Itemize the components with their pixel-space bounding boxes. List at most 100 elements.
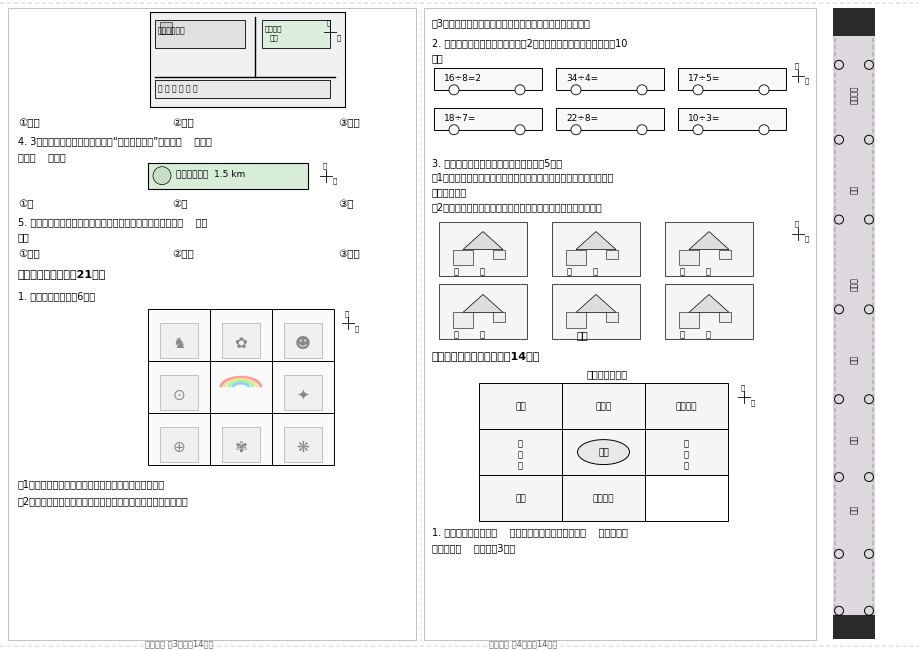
Polygon shape — [575, 294, 616, 312]
Circle shape — [636, 85, 646, 95]
Text: ❋: ❋ — [296, 439, 309, 454]
Bar — [606, 312, 618, 322]
Text: ✿: ✿ — [234, 336, 247, 351]
Bar — [479, 429, 562, 475]
Bar — [148, 361, 210, 413]
Text: 22÷8=: 22÷8= — [565, 114, 597, 123]
Bar — [479, 475, 562, 521]
Text: 教学楼: 教学楼 — [595, 402, 611, 411]
Circle shape — [758, 85, 768, 95]
Bar — [148, 163, 308, 189]
Text: ③东: ③东 — [337, 200, 353, 210]
Bar — [719, 312, 731, 322]
Polygon shape — [462, 294, 503, 312]
Ellipse shape — [577, 439, 629, 465]
Text: 北: 北 — [326, 19, 331, 25]
Text: ②西北: ②西北 — [172, 249, 194, 260]
Text: 图: 图 — [683, 439, 688, 448]
Bar — [678, 249, 698, 266]
Bar — [644, 383, 727, 429]
Bar — [148, 309, 210, 361]
Text: 东: 东 — [355, 326, 358, 332]
Bar — [160, 22, 172, 34]
Text: 学校: 学校 — [848, 505, 857, 514]
Text: 惠 林 西 街 南 辛: 惠 林 西 街 南 辛 — [158, 85, 198, 94]
Bar — [606, 249, 618, 260]
Bar — [562, 475, 644, 521]
Text: 数学试题 第4页（共14页）: 数学试题 第4页（共14页） — [489, 640, 557, 648]
Bar — [154, 20, 244, 48]
Text: 您所在的: 您所在的 — [265, 25, 282, 31]
Text: 东: 东 — [804, 236, 809, 242]
Text: （        ）: （ ） — [679, 330, 710, 339]
Bar — [452, 249, 472, 266]
Text: （        ）: （ ） — [679, 268, 710, 277]
Polygon shape — [688, 232, 728, 249]
Bar — [678, 312, 698, 328]
Bar — [148, 413, 210, 465]
Text: 第一人民医院  1.5 km: 第一人民医院 1.5 km — [176, 170, 245, 178]
Text: 东: 东 — [333, 178, 337, 184]
Text: 再向（    ）走。: 再向（ ）走。 — [18, 152, 65, 161]
Text: （        ）: （ ） — [453, 330, 484, 339]
Text: 中国工商银行: 中国工商银行 — [158, 26, 186, 35]
Text: 数学试题 第3页（共14页）: 数学试题 第3页（共14页） — [145, 640, 213, 648]
Bar — [565, 312, 585, 328]
Polygon shape — [688, 294, 728, 312]
Text: ⊕: ⊕ — [173, 439, 185, 454]
Bar — [221, 427, 260, 462]
Circle shape — [692, 85, 702, 95]
Bar — [284, 427, 322, 462]
Bar — [719, 249, 731, 260]
Text: 东: 东 — [750, 399, 754, 406]
Text: ③西南: ③西南 — [337, 118, 359, 128]
Bar — [493, 312, 505, 322]
Bar — [284, 375, 322, 410]
Bar — [664, 284, 752, 339]
Polygon shape — [462, 232, 503, 249]
Text: ☻: ☻ — [295, 336, 311, 351]
Text: 班级: 班级 — [848, 434, 857, 444]
Bar — [160, 324, 198, 358]
Bar — [832, 8, 874, 36]
Circle shape — [758, 125, 768, 135]
Text: 16÷8=2: 16÷8=2 — [444, 74, 482, 83]
Circle shape — [153, 167, 171, 185]
Bar — [424, 8, 815, 640]
Bar — [272, 413, 334, 465]
Bar — [272, 361, 334, 413]
Text: 34÷4=: 34÷4= — [565, 74, 597, 83]
Circle shape — [515, 85, 525, 95]
Bar — [434, 68, 541, 90]
Text: （        ）: （ ） — [566, 268, 597, 277]
Bar — [160, 427, 198, 462]
Circle shape — [515, 125, 525, 135]
Text: （2）彩虹东北方向的小动物涂黄色，西南方向的小动物涂蓝色。: （2）彩虹东北方向的小动物涂黄色，西南方向的小动物涂蓝色。 — [18, 496, 188, 506]
Text: 4. 3个小朋友来到路牌下，他们去“第一人民医院”应先向（    ）走，: 4. 3个小朋友来到路牌下，他们去“第一人民医院”应先向（ ）走， — [18, 135, 211, 146]
Text: 准考证号: 准考证号 — [848, 85, 857, 104]
Bar — [438, 221, 527, 277]
Text: 学校: 学校 — [575, 330, 587, 340]
Circle shape — [448, 125, 459, 135]
Bar — [644, 429, 727, 475]
Bar — [479, 383, 562, 429]
Text: 的西北方向。: 的西北方向。 — [432, 187, 467, 198]
Bar — [221, 324, 260, 358]
Text: 东: 东 — [804, 78, 809, 85]
Text: 馆: 馆 — [517, 461, 522, 470]
Text: （2）冬冬家的西南方向是华华家，冬冬家的东南方向是丁丁家。: （2）冬冬家的西南方向是华华家，冬冬家的东南方向是丁丁家。 — [432, 202, 602, 213]
Text: 北: 北 — [323, 163, 327, 169]
Circle shape — [571, 85, 581, 95]
Text: 北: 北 — [794, 63, 799, 70]
Text: 3. 请你帮这几个小朋友找到各自的家。（5分）: 3. 请你帮这几个小朋友找到各自的家。（5分） — [432, 158, 562, 168]
Text: （3）彩虹西北方向的小动物涂红色，西面的小动物涂紫色。: （3）彩虹西北方向的小动物涂红色，西面的小动物涂紫色。 — [432, 18, 590, 28]
Text: ♞: ♞ — [172, 336, 186, 351]
Bar — [8, 8, 415, 640]
Bar — [664, 221, 752, 277]
Bar — [150, 12, 345, 107]
Bar — [434, 108, 541, 130]
Circle shape — [448, 85, 459, 95]
Bar — [562, 383, 644, 429]
Text: （        ）: （ ） — [453, 268, 484, 277]
Text: ③东北: ③东北 — [337, 249, 359, 260]
